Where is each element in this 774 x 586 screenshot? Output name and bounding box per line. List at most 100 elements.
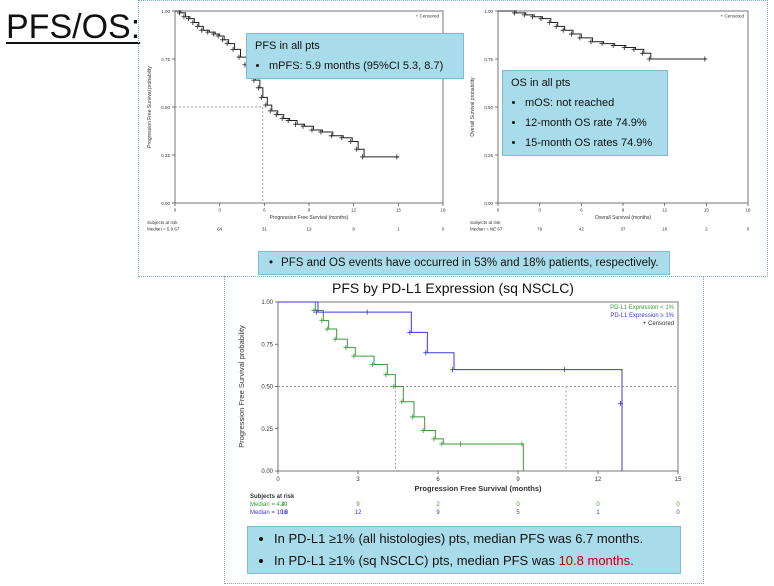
risk-table-label: Median = 4.4: [250, 502, 286, 508]
y-axis-label: Progression Free Survival probability: [237, 325, 246, 448]
censor-mark: [205, 29, 211, 35]
censor-mark: [211, 31, 217, 37]
y-tick-label: 0.50: [261, 385, 273, 391]
risk-table-value: 18: [662, 227, 668, 232]
legend-entry: PD-L1 Expression < 1%: [610, 305, 675, 311]
censor-mark: [458, 441, 463, 447]
risk-table-value: 79: [537, 227, 543, 232]
x-axis-label: Progression Free Survival (months): [414, 484, 542, 493]
pfs-box-bullet: mPFS: 5.9 months (95%CI 5.3, 8.7): [269, 56, 455, 76]
y-tick-label: 0.50: [484, 105, 493, 110]
legend-entry: + Censored: [416, 13, 440, 18]
censor-mark: [328, 133, 334, 139]
censor-mark: [702, 56, 708, 62]
x-tick-label: 0: [174, 208, 177, 213]
censor-mark: [230, 46, 236, 52]
y-tick-label: 0.75: [161, 57, 170, 62]
censor-mark: [618, 400, 623, 406]
x-tick-label: 6: [580, 208, 583, 213]
censor-mark: [300, 123, 306, 129]
y-tick-label: 0.75: [261, 342, 273, 348]
y-tick-label: 1.00: [161, 9, 170, 14]
pdl1-bullet-sq: In PD-L1 ≥1% (sq NSCLC) pts, median PFS …: [274, 550, 668, 572]
x-tick-label: 15: [704, 208, 710, 213]
risk-table-value: 37: [620, 227, 626, 232]
censor-mark: [450, 367, 455, 373]
note-bullet: •: [269, 257, 274, 269]
censor-mark: [621, 44, 627, 50]
censor-mark: [348, 139, 354, 145]
risk-table-label: Median = NE 67: [470, 227, 503, 232]
os-all-chart: 0.00 0.25 0.50 0.75 1.00 0 3 6 9 12 15 18 Overall Su…: [470, 9, 751, 232]
censor-mark: [562, 367, 567, 373]
censor-mark: [319, 318, 325, 324]
y-tick-label: 0.25: [161, 153, 170, 158]
y-axis-label: Overall Survival probability: [470, 77, 476, 137]
censor-mark: [364, 309, 370, 315]
censor-mark: [530, 14, 536, 20]
y-tick-label: 0.25: [484, 153, 493, 158]
censor-mark: [255, 85, 261, 91]
y-tick-label: 1.00: [261, 300, 273, 306]
x-tick-label: 12: [351, 208, 357, 213]
censor-mark: [215, 33, 221, 39]
risk-table-value: 13: [306, 227, 312, 232]
risk-table-value: 12: [355, 510, 362, 516]
risk-table-value: 5: [516, 510, 520, 516]
censor-mark: [420, 427, 426, 433]
censor-mark: [258, 94, 264, 100]
censor-mark: [224, 41, 230, 47]
y-tick-label: 0.50: [161, 105, 170, 110]
pdl1-bullet-all: In PD-L1 ≥1% (all histologies) pts, medi…: [274, 528, 668, 550]
legend-entry: + Censored: [721, 13, 745, 18]
censor-mark: [314, 309, 319, 315]
x-tick-label: 6: [436, 477, 440, 483]
y-tick-label: 0.25: [261, 427, 273, 433]
os-box-title: OS in all pts: [511, 77, 571, 89]
risk-table-value: 1: [397, 227, 400, 232]
censor-mark: [311, 307, 317, 313]
x-tick-label: 12: [595, 477, 602, 483]
pdl1-bullet-sq-text: In PD-L1 ≥1% (sq NSCLC) pts, median PFS …: [274, 553, 559, 568]
risk-table-value: 8: [352, 227, 355, 232]
risk-table-value: 0: [596, 502, 600, 508]
censor-mark: [279, 116, 285, 122]
x-tick-label: 9: [516, 477, 520, 483]
censor-mark: [631, 46, 637, 52]
pfs-pdl1-chart: 0.000.250.500.751.000 3 6 9 12 15Progression …: [237, 300, 682, 516]
y-tick-label: 0.00: [161, 201, 170, 206]
pdl1-frame: [224, 276, 704, 584]
censor-mark: [391, 384, 397, 389]
y-tick-label: 1.00: [484, 9, 493, 14]
km-curve: [498, 10, 707, 60]
censor-mark: [343, 345, 349, 351]
risk-table-header: Subjects at risk: [470, 220, 501, 225]
censor-mark: [569, 31, 574, 37]
km-curve: [175, 10, 399, 158]
risk-table-value: 42: [579, 227, 585, 232]
censor-mark: [285, 117, 291, 123]
censor-mark: [339, 135, 345, 141]
censor-mark: [407, 329, 413, 335]
x-tick-label: 0: [497, 208, 500, 213]
censor-mark: [546, 20, 552, 26]
pdl1-chart-title: PFS by PD-L1 Expression (sq NSCLC): [332, 280, 574, 296]
risk-table-value: 2: [436, 502, 440, 508]
risk-table-header: Subjects at risk: [147, 220, 178, 225]
risk-table-value: 31: [262, 227, 268, 232]
x-tick-label: 18: [440, 208, 446, 213]
y-tick-label: 0.75: [484, 57, 493, 62]
censor-mark: [599, 41, 605, 47]
os-box-bullet: mOS: not reached: [525, 93, 659, 113]
censor-mark: [383, 372, 389, 378]
censor-mark: [176, 10, 182, 16]
os-box-bullet: 12-month OS rate 74.9%: [525, 113, 659, 133]
x-tick-label: 15: [396, 208, 402, 213]
x-tick-label: 18: [745, 208, 751, 213]
x-tick-label: 0: [276, 477, 280, 483]
censor-mark: [351, 353, 357, 359]
censor-mark: [610, 43, 616, 49]
censor-mark: [399, 399, 405, 405]
risk-table-value: 0: [676, 510, 680, 516]
x-axis-label: Progression Free Survival (months): [270, 215, 349, 221]
